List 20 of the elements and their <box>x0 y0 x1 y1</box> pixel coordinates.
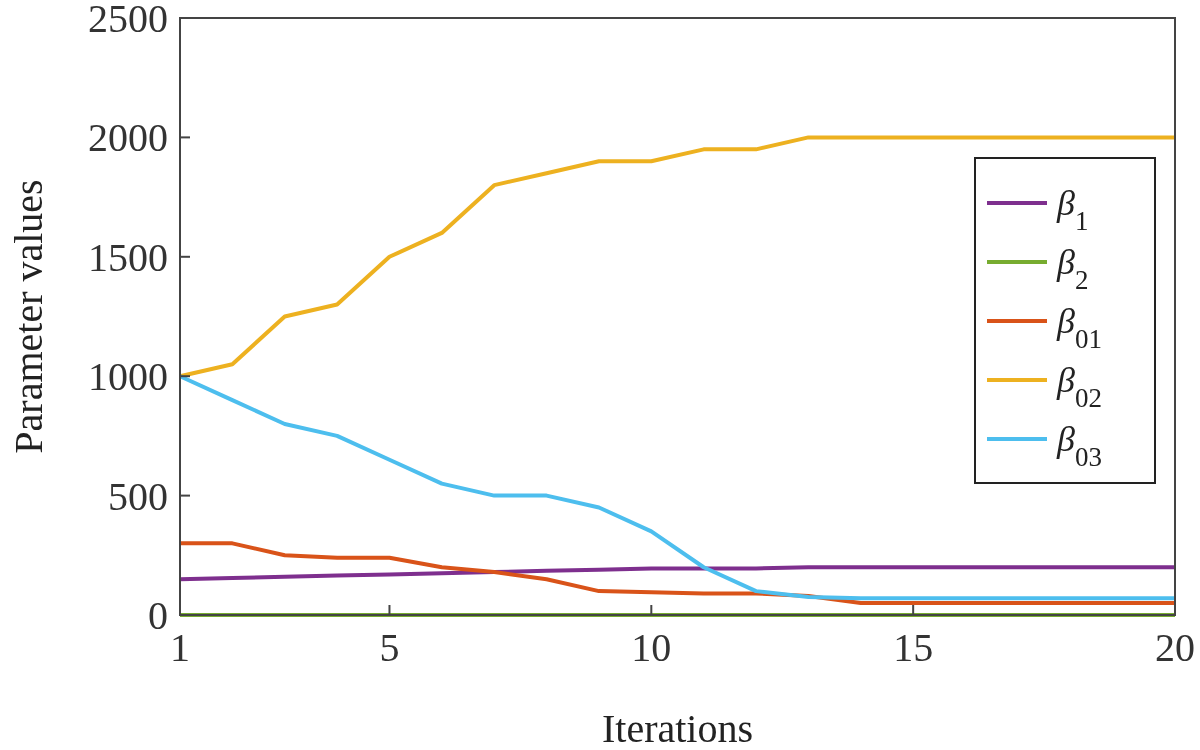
x-tick-label: 20 <box>1155 625 1195 670</box>
x-tick-label: 1 <box>170 625 190 670</box>
y-axis-title: Parameter values <box>6 179 51 454</box>
y-tick-label: 0 <box>148 593 168 638</box>
y-tick-label: 500 <box>108 473 168 519</box>
y-tick-label: 2000 <box>88 115 168 161</box>
y-tick-label: 1500 <box>88 234 168 280</box>
legend-label: β$_{2}$ <box>1056 242 1089 295</box>
legend-label: β$_{03}$ <box>1056 419 1102 472</box>
line-series <box>178 541 1177 606</box>
legend-label: β$_{1}$ <box>1056 183 1089 236</box>
x-axis-title: Iterations <box>601 706 754 750</box>
x-tick-label: 5 <box>379 625 400 670</box>
line-series <box>178 565 1177 582</box>
y-tick-label: 1000 <box>88 354 168 400</box>
legend-label: β$_{01}$ <box>1056 301 1102 354</box>
x-tick-label: 10 <box>631 625 672 670</box>
legend-label: β$_{02}$ <box>1056 360 1102 413</box>
x-tick-label: 15 <box>893 625 934 670</box>
y-tick-label: 2500 <box>88 0 168 41</box>
